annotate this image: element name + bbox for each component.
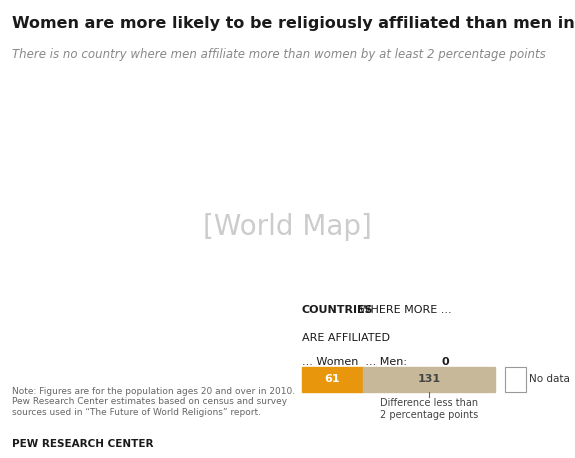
Text: Difference less than
2 percentage points: Difference less than 2 percentage points [380, 398, 478, 420]
Text: 131: 131 [417, 374, 440, 384]
Text: [World Map]: [World Map] [203, 213, 372, 241]
Text: Note: Figures are for the population ages 20 and over in 2010.
Pew Research Cent: Note: Figures are for the population age… [12, 387, 294, 417]
Text: ... Women  ... Men:: ... Women ... Men: [302, 357, 410, 367]
Text: 61: 61 [324, 374, 340, 384]
Text: Women are more likely to be religiously affiliated than men in many countries: Women are more likely to be religiously … [12, 16, 575, 31]
Text: PEW RESEARCH CENTER: PEW RESEARCH CENTER [12, 439, 153, 449]
Text: 0: 0 [442, 357, 450, 367]
Text: WHERE MORE ...: WHERE MORE ... [356, 305, 451, 315]
Bar [363, 367, 494, 392]
Text: ARE AFFILIATED: ARE AFFILIATED [302, 333, 390, 343]
Text: There is no country where men affiliate more than women by at least 2 percentage: There is no country where men affiliate … [12, 48, 545, 61]
Bar [302, 367, 363, 392]
Text: No data: No data [529, 374, 570, 384]
Text: COUNTRIES: COUNTRIES [302, 305, 373, 315]
Bar [505, 367, 527, 392]
